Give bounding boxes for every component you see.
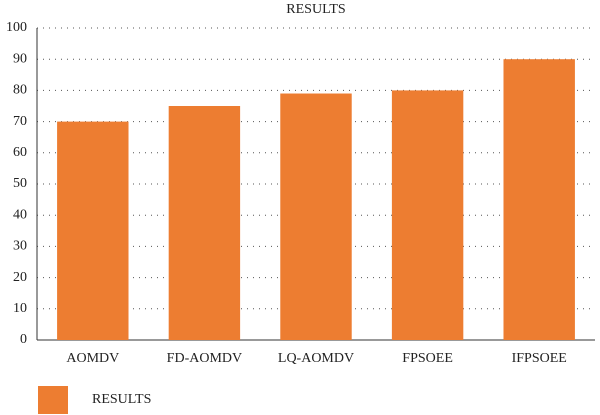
y-tick-label: 100 [6, 20, 27, 35]
y-tick-label: 10 [13, 301, 27, 316]
legend-swatch [38, 386, 68, 414]
bar [280, 93, 352, 341]
y-tick-label: 90 [13, 51, 27, 66]
bar [391, 90, 464, 341]
bar [503, 59, 575, 340]
y-tick-label: 60 [13, 145, 27, 160]
x-tick-label: IFPSOEE [512, 351, 567, 366]
bar [57, 121, 129, 340]
y-tick-label: 40 [13, 207, 27, 222]
x-tick-label: FPSOEE [402, 351, 453, 366]
y-tick-label: 70 [13, 114, 27, 129]
x-tick-label: FD-AOMDV [167, 351, 242, 366]
y-tick-label: 30 [13, 239, 27, 254]
x-tick-label: AOMDV [66, 351, 119, 366]
y-tick-label: 50 [13, 176, 27, 191]
bar [168, 106, 241, 340]
y-tick-label: 0 [20, 332, 27, 347]
legend-label: RESULTS [92, 392, 151, 407]
y-tick-label: 80 [13, 83, 27, 98]
y-tick-label: 20 [13, 270, 27, 285]
chart-title: RESULTS [286, 2, 345, 17]
x-tick-label: LQ-AOMDV [278, 351, 354, 366]
